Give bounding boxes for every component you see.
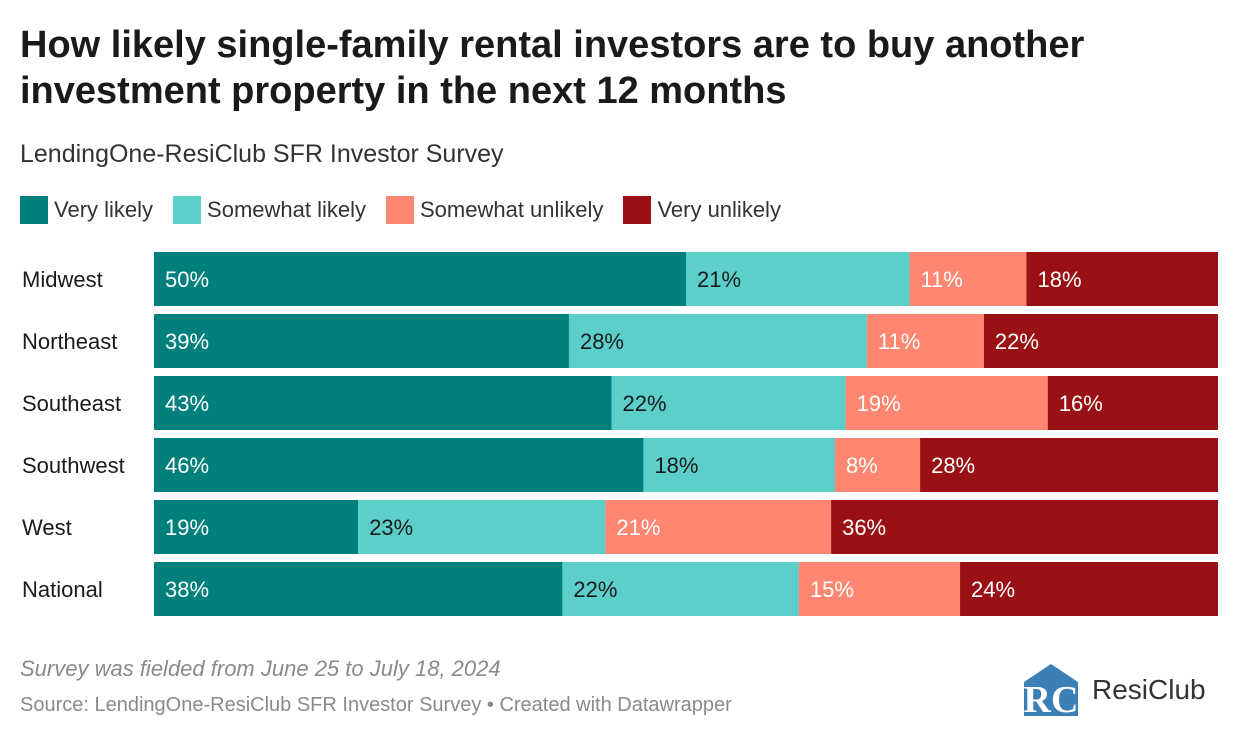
legend-item-very-likely: Very likely [20,196,153,224]
data-label-west-very-unlikely: 36% [842,515,886,540]
bar-southwest-very-unlikely [920,438,1218,492]
resiclub-logo-icon: RC [1024,664,1079,718]
legend-swatch-somewhat-likely [173,196,202,224]
legend-label-very-unlikely: Very unlikely [657,197,781,222]
data-label-midwest-somewhat-unlikely: 11% [920,267,962,292]
legend-item-somewhat-likely: Somewhat likely [173,196,366,224]
chart-subtitle: LendingOne-ResiClub SFR Investor Survey [20,140,504,168]
data-label-southeast-very-likely: 43% [165,391,209,416]
legend-swatch-somewhat-unlikely [386,196,414,224]
logo-name: ResiClub [1092,674,1206,705]
category-label-southwest: Southwest [22,453,125,478]
bar-southwest-somewhat-unlikely [834,438,921,492]
legend-label-very-likely: Very likely [54,197,154,222]
data-label-midwest-very-likely: 50% [165,267,209,292]
category-label-national: National [22,577,103,602]
data-label-southeast-somewhat-unlikely: 19% [857,391,901,416]
bar-southeast-somewhat-unlikely [845,376,1048,430]
category-label-midwest: Midwest [22,267,103,292]
data-label-national-very-unlikely: 24% [971,577,1015,602]
bar-midwest-somewhat-likely [686,252,910,306]
data-label-southeast-somewhat-likely: 22% [623,391,667,416]
data-label-midwest-very-unlikely: 18% [1037,267,1081,292]
data-label-northeast-somewhat-likely: 28% [580,329,624,354]
bar-southeast-very-likely [154,376,612,430]
bar-southwest-very-likely [154,438,644,492]
data-label-national-somewhat-unlikely: 15% [810,577,854,602]
legend-swatch-very-likely [20,196,48,224]
data-label-northeast-somewhat-unlikely: 11% [878,329,920,354]
data-label-southwest-somewhat-likely: 18% [654,453,698,478]
resiclub-logo: RC ResiClub [1022,662,1206,718]
bar-national-somewhat-likely [562,562,799,616]
data-label-national-very-likely: 38% [165,577,209,602]
data-label-northeast-very-unlikely: 22% [995,329,1039,354]
legend-label-somewhat-unlikely: Somewhat unlikely [420,197,604,222]
legend-item-somewhat-unlikely: Somewhat unlikely [386,196,603,224]
legend-item-very-unlikely: Very unlikely [623,196,781,224]
bar-midwest-very-unlikely [1026,252,1218,306]
data-label-southwest-somewhat-unlikely: 8% [846,453,878,478]
bar-southeast-somewhat-likely [611,376,846,430]
category-label-southeast: Southeast [22,391,121,416]
data-label-west-somewhat-unlikely: 21% [616,515,660,540]
bar-midwest-somewhat-unlikely [909,252,1027,306]
bar-west-very-likely [154,500,359,554]
data-label-northeast-very-likely: 39% [165,329,209,354]
chart-title: How likely single-family rental investor… [20,24,1085,112]
data-label-southwest-very-likely: 46% [165,453,209,478]
bar-national-very-likely [154,562,563,616]
legend-swatch-very-unlikely [623,196,652,224]
bar-midwest-very-likely [154,252,686,306]
source-credit: Source: LendingOne-ResiClub SFR Investor… [20,694,732,716]
data-label-west-very-likely: 19% [165,515,209,540]
survey-note: Survey was fielded from June 25 to July … [20,656,501,681]
data-label-national-somewhat-likely: 22% [573,577,617,602]
legend-label-somewhat-likely: Somewhat likely [207,197,366,222]
bar-west-somewhat-unlikely [605,500,832,554]
logo-mark-text: RC [1024,679,1079,718]
bar-west-somewhat-likely [358,500,606,554]
bar-northeast-somewhat-likely [568,314,867,368]
category-label-northeast: Northeast [22,329,117,354]
data-label-southeast-very-unlikely: 16% [1059,391,1103,416]
data-label-southwest-very-unlikely: 28% [931,453,975,478]
data-label-midwest-somewhat-likely: 21% [697,267,741,292]
bar-northeast-very-unlikely [983,314,1218,368]
bar-national-somewhat-unlikely [798,562,961,616]
bar-southeast-very-unlikely [1047,376,1218,430]
bar-northeast-somewhat-unlikely [866,314,984,368]
bar-national-very-unlikely [960,562,1218,616]
bar-southwest-somewhat-likely [643,438,835,492]
data-label-west-somewhat-likely: 23% [369,515,413,540]
bar-northeast-very-likely [154,314,569,368]
category-label-west: West [22,515,72,540]
legend: Very likely Somewhat likely Somewhat unl… [20,196,801,224]
bar-west-very-unlikely [831,500,1218,554]
